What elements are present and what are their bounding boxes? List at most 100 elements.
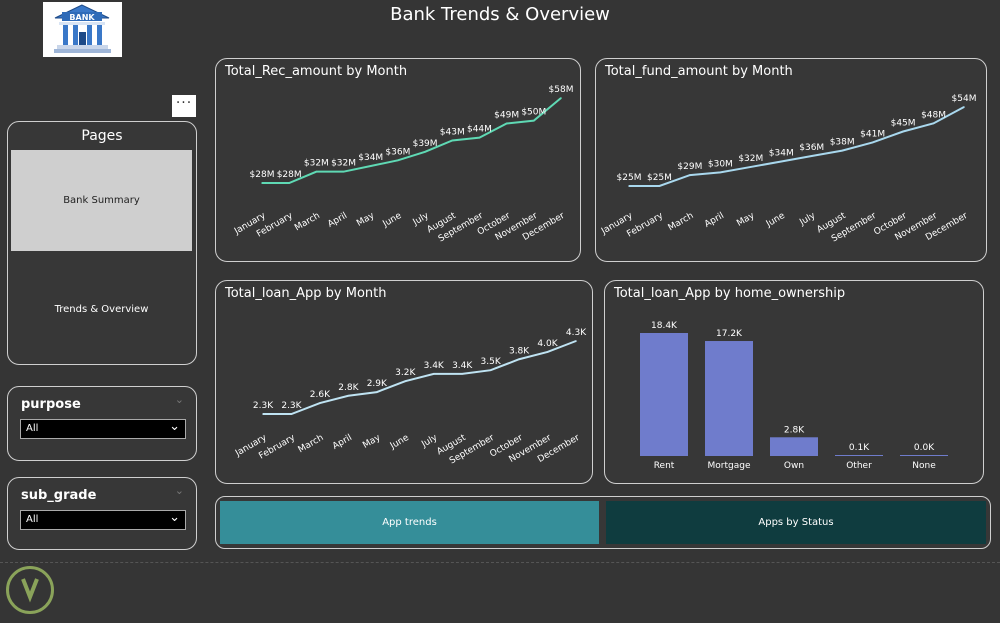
bank-logo: BANK xyxy=(43,2,122,57)
data-label: 2.8K xyxy=(338,383,359,393)
data-label: 3.4K xyxy=(424,361,445,371)
pages-title: Pages xyxy=(81,128,123,144)
page-button-bank-summary[interactable]: Bank Summary xyxy=(11,150,192,251)
data-point xyxy=(288,182,290,184)
data-point xyxy=(518,358,520,361)
data-label: 17.2K xyxy=(716,329,743,339)
data-point xyxy=(397,159,399,162)
purpose-label: purpose xyxy=(21,397,81,412)
bar xyxy=(640,333,688,456)
data-point xyxy=(841,149,843,152)
data-point xyxy=(780,160,783,163)
chevron-down-icon: ⌄ xyxy=(169,510,180,525)
data-label: 0.0K xyxy=(914,443,935,453)
data-point xyxy=(404,380,407,382)
sub-grade-slicer: sub_grade ⌄ All ⌄ xyxy=(7,477,197,550)
tab-app-trends[interactable]: App trends xyxy=(220,501,599,544)
data-point xyxy=(689,174,691,176)
home-ownership-chart-panel: Total_loan_App by home_ownership 18.4K Re… xyxy=(604,280,984,484)
chart-title: Total_loan_App by home_ownership xyxy=(614,286,846,301)
data-point xyxy=(478,136,481,139)
data-label: 2.9K xyxy=(367,379,388,389)
loan-app-line-chart: 2.3KJanuary2.3KFebruary2.6KMarch2.8KApri… xyxy=(233,328,587,466)
x-tick-label: None xyxy=(912,461,936,471)
data-point xyxy=(750,166,752,168)
x-tick-label: March xyxy=(667,211,696,233)
data-label: $48M xyxy=(921,110,946,120)
fund-amount-line-chart: $25MJanuary$25MFebruary$29MMarch$30MApri… xyxy=(599,94,977,244)
data-point xyxy=(347,394,350,397)
data-point xyxy=(505,122,508,125)
tab-apps-by-status[interactable]: Apps by Status xyxy=(606,501,986,544)
data-point xyxy=(546,351,549,353)
data-label: $38M xyxy=(830,138,855,148)
data-label: 2.6K xyxy=(310,390,331,400)
x-tick-label: March xyxy=(297,433,326,455)
more-options-button[interactable]: ··· xyxy=(172,95,196,117)
data-label: $58M xyxy=(549,85,574,95)
data-point xyxy=(560,97,562,99)
chart-title: Total_loan_App by Month xyxy=(225,286,387,301)
data-label: $50M xyxy=(521,108,546,118)
x-tick-label: Mortgage xyxy=(708,461,751,471)
x-tick-label: May xyxy=(355,211,377,229)
loan-app-chart-panel: Total_loan_App by Month 2.3K January 2.3K F… xyxy=(215,280,593,484)
bar xyxy=(705,341,753,456)
x-tick-label: June xyxy=(388,433,411,452)
data-point xyxy=(719,171,722,174)
purpose-dropdown[interactable]: All ⌄ xyxy=(20,419,186,439)
sub-grade-value: All xyxy=(26,514,39,525)
data-point xyxy=(575,340,577,342)
home-ownership-bar-chart: 18.4K Rent 17.2K Mortgage 2.8K Own 0.1K Other 0.… xyxy=(640,321,948,471)
chart-title: Total_Rec_amount by Month xyxy=(225,64,408,79)
data-point xyxy=(342,170,345,173)
data-point xyxy=(262,413,264,415)
pages-navigator: Pages Bank Summary Trends & Overview xyxy=(7,121,197,365)
purpose-value: All xyxy=(26,423,39,434)
data-label: $29M xyxy=(677,162,702,172)
data-label: $45M xyxy=(891,119,916,129)
data-label: $32M xyxy=(304,159,329,169)
data-point xyxy=(871,141,874,144)
bar xyxy=(900,455,948,456)
chevron-down-icon: ⌄ xyxy=(169,419,180,434)
tab-bar: App trends Apps by Status xyxy=(215,496,991,549)
data-point xyxy=(424,151,426,153)
data-label: $25M xyxy=(647,173,672,183)
data-label: 3.2K xyxy=(395,368,416,378)
x-tick-label: May xyxy=(361,433,383,451)
chart-title: Total_fund_amount by Month xyxy=(605,64,793,79)
series-line xyxy=(263,340,577,415)
x-tick-label: April xyxy=(326,211,349,230)
data-point xyxy=(369,165,372,167)
data-label: $49M xyxy=(494,111,519,121)
data-label: 3.5K xyxy=(481,357,502,367)
data-label: $32M xyxy=(331,159,356,169)
sub-grade-label: sub_grade xyxy=(21,488,97,503)
data-label: 0.1K xyxy=(849,443,870,453)
x-tick-label: Own xyxy=(784,461,804,471)
x-tick-label: July xyxy=(797,211,817,229)
page-button-trends-overview[interactable]: Trends & Overview xyxy=(54,304,149,315)
data-label: 2.3K xyxy=(253,401,274,411)
data-point xyxy=(932,122,935,125)
bar xyxy=(835,455,883,456)
x-tick-label: April xyxy=(331,433,354,452)
data-label: 4.3K xyxy=(566,328,587,338)
series-line xyxy=(629,106,965,187)
slicer-collapse-icon[interactable]: ⌄ xyxy=(174,484,184,497)
data-point xyxy=(290,413,293,415)
data-label: $28M xyxy=(277,170,302,180)
data-label: $36M xyxy=(385,147,410,157)
sub-grade-dropdown[interactable]: All ⌄ xyxy=(20,510,186,530)
x-tick-label: Rent xyxy=(654,461,675,471)
data-label: $34M xyxy=(358,153,383,163)
data-label: 4.0K xyxy=(537,339,558,349)
data-point xyxy=(628,185,630,187)
data-label: $36M xyxy=(799,143,824,153)
data-label: $30M xyxy=(708,159,733,169)
x-tick-label: June xyxy=(381,211,404,230)
rec-amount-chart-panel: Total_Rec_amount by Month $28M January $28… xyxy=(215,58,581,262)
data-label: $54M xyxy=(952,94,977,104)
slicer-collapse-icon[interactable]: ⌄ xyxy=(174,393,184,406)
